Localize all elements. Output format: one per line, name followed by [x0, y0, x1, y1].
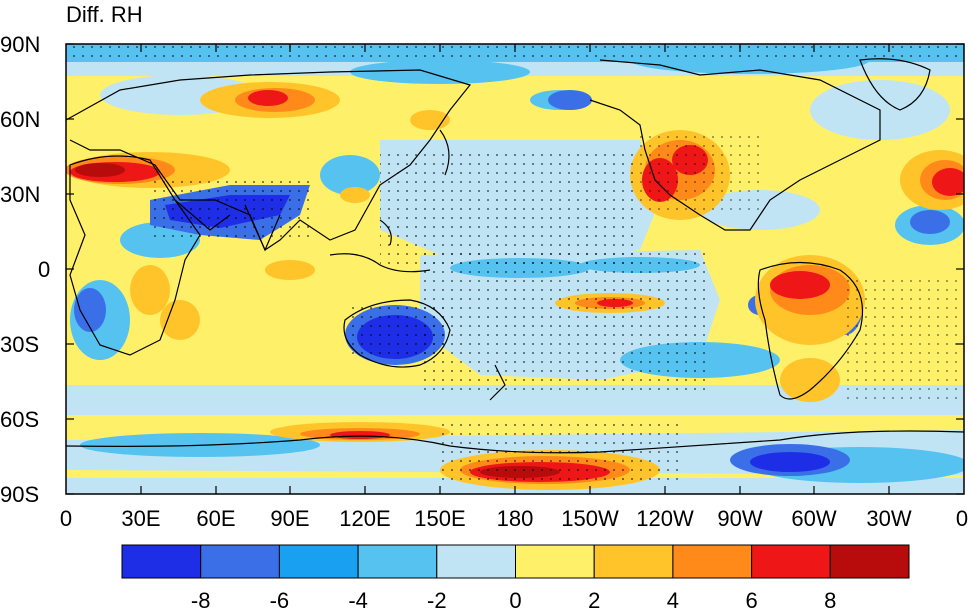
colorbar — [121, 544, 910, 579]
colorbar-swatch — [829, 544, 910, 579]
colorbar-swatch — [200, 544, 280, 579]
lon-label-30e: 30E — [121, 506, 161, 531]
lon-label-30w: 30W — [866, 506, 912, 531]
lon-label-60w: 60W — [791, 506, 837, 531]
colorbar-swatch — [121, 544, 202, 579]
lat-label-90s: 90S — [0, 482, 40, 507]
colorbar-swatch — [751, 544, 831, 579]
colorbar-label: -6 — [269, 588, 290, 613]
lon-label-0-right: 0 — [955, 506, 969, 531]
colorbar-swatch — [278, 544, 359, 579]
colorbar-swatch — [672, 544, 753, 579]
colorbar-swatch — [357, 544, 438, 579]
colorbar-swatch — [436, 544, 516, 579]
colorbar-label: -8 — [190, 588, 211, 613]
lon-label-120w: 120W — [636, 506, 694, 531]
colorbar-swatch — [593, 544, 674, 579]
colorbar-label: -2 — [427, 588, 447, 613]
colorbar-label: 0 — [509, 588, 522, 613]
lon-label-150e: 150E — [414, 506, 466, 531]
lat-label-60s: 60S — [0, 407, 40, 432]
lat-label-eq: 0 — [38, 257, 51, 282]
colorbar-swatch — [515, 544, 595, 579]
colorbar-label: 2 — [588, 588, 601, 613]
colorbar-label: 8 — [824, 588, 837, 613]
map-title: Diff. RH — [66, 2, 143, 27]
colorbar-label: 4 — [666, 588, 680, 613]
lon-label-60e: 60E — [196, 506, 236, 531]
lon-label-120e: 120E — [339, 506, 391, 531]
lon-label-90e: 90E — [270, 506, 310, 531]
lat-label-30s: 30S — [0, 332, 40, 357]
axis-ticks — [66, 43, 964, 495]
lon-label-0: 0 — [59, 506, 73, 531]
lon-label-150w: 150W — [561, 506, 619, 531]
lat-label-90n: 90N — [0, 32, 41, 57]
colorbar-label: -4 — [348, 588, 368, 613]
colorbar-label: 6 — [745, 588, 758, 613]
lon-label-90w: 90W — [717, 506, 763, 531]
lat-label-60n: 60N — [0, 107, 41, 132]
lat-label-30n: 30N — [0, 182, 41, 207]
coastlines — [66, 58, 964, 454]
lon-label-180: 180 — [496, 506, 534, 531]
